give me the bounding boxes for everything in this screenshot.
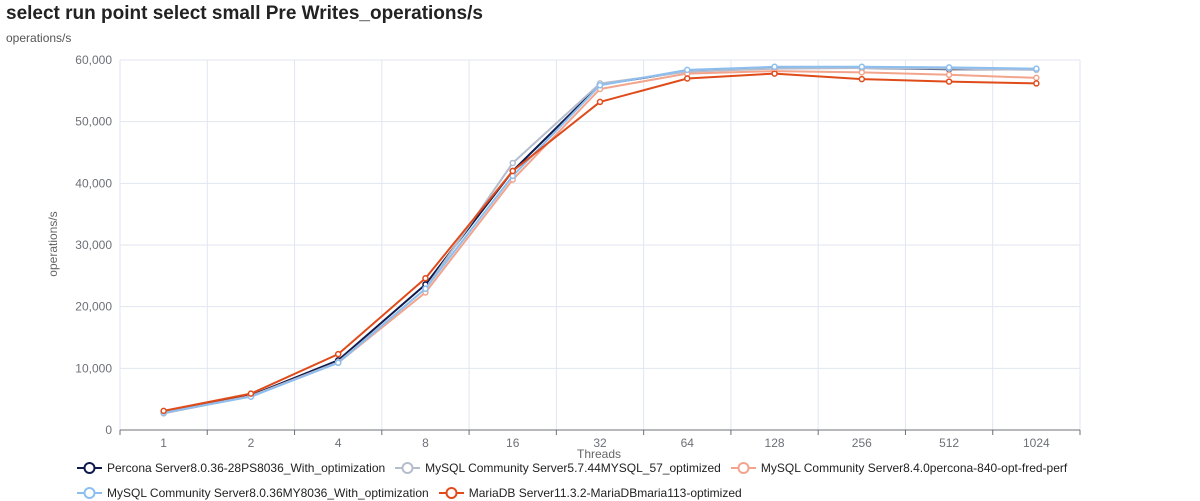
legend-item-percona[interactable]: Percona Server8.0.36-28PS8036_With_optim…	[77, 461, 385, 475]
legend-label: MySQL Community Server8.0.36MY8036_With_…	[107, 486, 429, 500]
data-point[interactable]	[858, 63, 866, 71]
legend-label: MySQL Community Server5.7.44MYSQL_57_opt…	[425, 461, 721, 475]
y-tick-label: 0	[105, 423, 112, 437]
data-point[interactable]	[509, 167, 516, 175]
axis-layer: 0 10,000 20,000 30,000 40,000 50,000 60,000 1 2 4…	[75, 53, 1081, 450]
data-point[interactable]	[334, 359, 342, 367]
data-point[interactable]	[1033, 80, 1040, 87]
legend-marker-icon	[77, 487, 102, 499]
legend-item-mariadb[interactable]: MariaDB Server11.3.2-MariaDBmaria113-opt…	[438, 486, 742, 500]
legend-marker-icon	[395, 462, 421, 474]
chart-title: select run point select small Pre Writes…	[6, 3, 483, 24]
data-point[interactable]	[945, 78, 953, 85]
series-layer	[160, 63, 1040, 417]
x-tick-label: 16	[506, 436, 520, 450]
data-point[interactable]	[1033, 74, 1040, 82]
series-0	[160, 64, 1040, 416]
legend-marker-icon	[77, 462, 102, 474]
grid-layer	[119, 59, 1081, 430]
data-point[interactable]	[1033, 65, 1040, 72]
data-point[interactable]	[509, 159, 516, 167]
data-point[interactable]	[945, 64, 953, 71]
data-point[interactable]	[684, 75, 691, 82]
x-tick-label: 512	[939, 436, 959, 450]
data-point[interactable]	[422, 285, 429, 293]
legend-marker-icon	[730, 462, 756, 474]
x-tick-label: 32	[593, 436, 607, 450]
legend-label: MariaDB Server11.3.2-MariaDBmaria113-opt…	[468, 486, 742, 500]
y-tick-label: 10,000	[75, 361, 112, 375]
data-point[interactable]	[771, 63, 778, 71]
data-point[interactable]	[596, 98, 604, 106]
y-tick-label: 20,000	[75, 300, 112, 314]
data-point[interactable]	[945, 71, 953, 79]
x-tick-label: 64	[681, 436, 695, 450]
series-3	[160, 63, 1040, 416]
legend-marker-icon	[438, 487, 464, 499]
data-point[interactable]	[596, 82, 604, 89]
legend-item-mysql84[interactable]: MySQL Community Server8.4.0percona-840-o…	[730, 461, 1068, 475]
legend-label: MySQL Community Server8.4.0percona-840-o…	[760, 461, 1068, 475]
y-tick-label: 50,000	[75, 115, 112, 129]
x-tick-label: 1024	[1023, 436, 1050, 450]
series-1	[160, 64, 1040, 417]
x-tick-label: 128	[765, 436, 785, 450]
data-point[interactable]	[247, 390, 255, 397]
y-tick-label: 30,000	[75, 238, 112, 252]
series-4	[160, 70, 1040, 415]
data-point[interactable]	[684, 66, 691, 74]
data-point[interactable]	[858, 69, 866, 76]
unit-label: operations/s	[6, 31, 72, 45]
x-tick-label: 2	[248, 436, 255, 450]
data-point[interactable]	[858, 75, 866, 83]
legend-row-1: Percona Server8.0.36-28PS8036_With_optim…	[77, 460, 1077, 476]
y-tick-label: 60,000	[75, 53, 112, 67]
x-tick-label: 8	[422, 436, 429, 450]
legend-item-mysql57[interactable]: MySQL Community Server5.7.44MYSQL_57_opt…	[395, 461, 721, 475]
data-point[interactable]	[422, 275, 429, 282]
x-tick-label: 1	[160, 436, 167, 450]
legend-row-2: MySQL Community Server8.0.36MY8036_With_…	[77, 485, 752, 501]
data-point[interactable]	[334, 350, 342, 358]
x-axis-title: Threads	[577, 447, 621, 461]
series-2	[160, 67, 1040, 416]
x-tick-label: 4	[335, 436, 342, 450]
legend-item-mysql8036[interactable]: MySQL Community Server8.0.36MY8036_With_…	[77, 486, 429, 500]
y-tick-label: 40,000	[75, 176, 112, 190]
y-axis-title: operations/s	[46, 211, 60, 276]
x-tick-label: 256	[852, 436, 872, 450]
data-point[interactable]	[160, 407, 167, 415]
legend-label: Percona Server8.0.36-28PS8036_With_optim…	[107, 461, 386, 475]
data-point[interactable]	[771, 70, 778, 77]
